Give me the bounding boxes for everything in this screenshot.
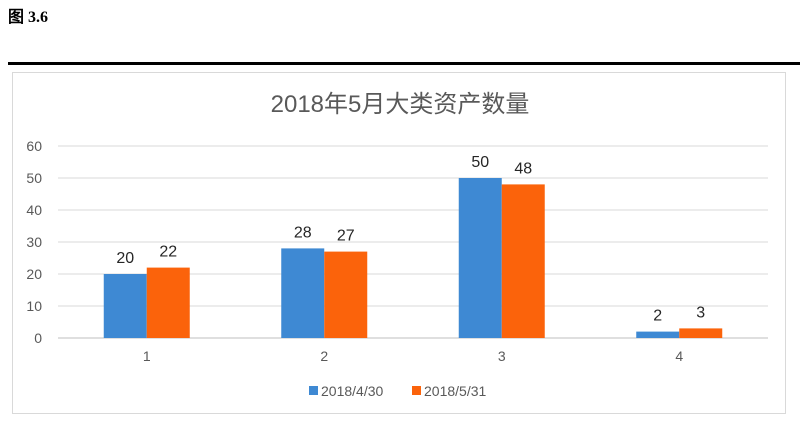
legend-label: 2018/5/31	[424, 383, 486, 399]
x-tick-label: 1	[143, 348, 151, 364]
figure-label: 图 3.6	[8, 9, 49, 26]
bars: 20 22 28 27 50 48 2 3	[103, 154, 723, 338]
data-label: 28	[294, 224, 312, 241]
data-label: 22	[159, 244, 177, 261]
data-label: 2	[653, 308, 662, 325]
bar-1-1	[103, 274, 147, 338]
legend-swatch	[412, 386, 421, 395]
bar-1-2	[281, 248, 325, 338]
data-label: 3	[696, 304, 705, 321]
top-divider	[8, 62, 800, 65]
y-tick-label: 40	[26, 202, 42, 218]
data-label: 50	[471, 154, 489, 171]
chart-frame	[12, 72, 786, 414]
y-tick-label: 0	[34, 330, 42, 346]
legend-swatch	[309, 386, 318, 395]
y-tick-label: 60	[26, 138, 42, 154]
bar-2-2	[324, 251, 368, 338]
x-tick-label: 3	[498, 348, 506, 364]
y-tick-label: 50	[26, 170, 42, 186]
bar-2-3	[501, 184, 545, 338]
y-axis: 0 10 20 30 40 50 60	[26, 138, 42, 346]
bar-1-4	[636, 331, 680, 338]
y-tick-label: 10	[26, 298, 42, 314]
x-tick-label: 2	[320, 348, 328, 364]
data-label: 20	[116, 250, 134, 267]
bar-1-3	[458, 178, 502, 338]
data-label: 27	[337, 228, 355, 245]
y-tick-label: 30	[26, 234, 42, 250]
x-axis: 1 2 3 4	[143, 348, 684, 364]
x-tick-label: 4	[675, 348, 683, 364]
data-label: 48	[514, 160, 532, 177]
bar-2-1	[146, 267, 190, 338]
legend-label: 2018/4/30	[321, 383, 383, 399]
chart-title: 2018年5月大类资产数量	[271, 91, 530, 118]
bar-2-4	[679, 328, 723, 338]
legend: 2018/4/30 2018/5/31	[309, 383, 486, 399]
y-tick-label: 20	[26, 266, 42, 282]
